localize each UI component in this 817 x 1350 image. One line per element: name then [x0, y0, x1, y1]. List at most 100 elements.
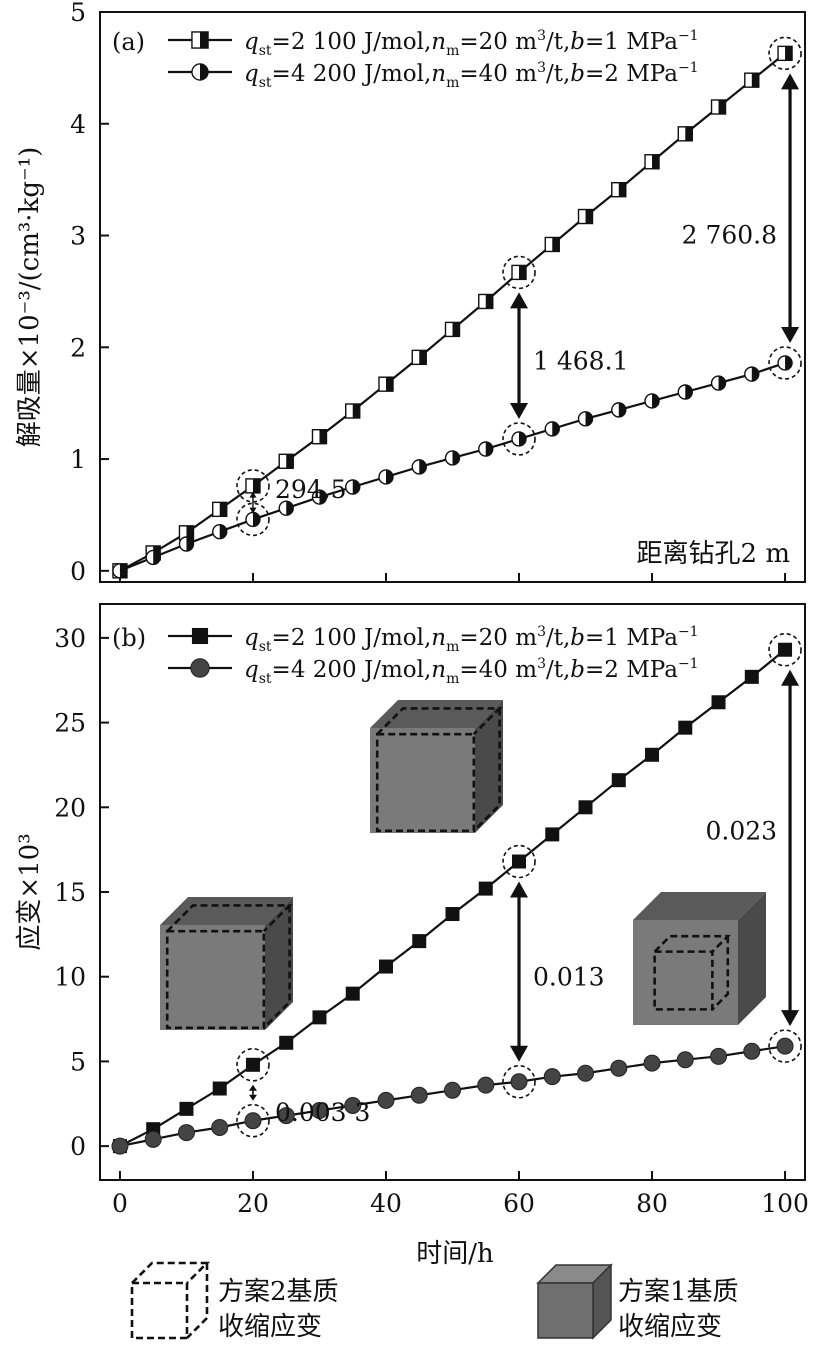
data-point-fill [186, 525, 194, 540]
panel-label-a: (a) [112, 28, 145, 56]
x-tick-label: 20 [237, 1189, 269, 1218]
data-point [577, 1064, 595, 1082]
data-point [711, 695, 726, 710]
data-point-fill [552, 421, 560, 436]
panel-a: 0 1 2 3 4 5 294.5 1 468.1 2 760.8 (a) qst=2 100… [15, 0, 806, 586]
legend-a: qst=2 100 J/mol,nm=20 m3/t,b=1 MPa−1qst=… [168, 28, 699, 91]
data-point-fill [186, 537, 194, 551]
data-point-fill [385, 469, 393, 484]
data-point [310, 1102, 328, 1120]
data-point-fill [618, 402, 626, 417]
difference-label: 2 760.8 [682, 220, 777, 249]
legend-entry-2: qst=4 200 J/mol,nm=40 m3/t,b=2 MPa−1 [244, 656, 699, 687]
y-tick-label: 0 [70, 1132, 86, 1161]
x-tick-label: 80 [636, 1189, 668, 1218]
dashed-legend-line1: 方案2基质 [218, 1277, 339, 1307]
cube-illustration-100h-dashed-side [711, 936, 730, 1011]
difference-label: 0.013 [533, 963, 605, 992]
data-point-fill [319, 429, 327, 444]
highlight-circle [768, 36, 802, 71]
highlight-circle [236, 1048, 270, 1082]
data-point [510, 1073, 528, 1091]
axis-ticks-b: 0 5 10 15 20 25 30 0 20 40 60 80 100 [54, 624, 809, 1218]
data-point [578, 800, 593, 815]
data-point [412, 934, 427, 949]
highlight-circle [502, 844, 536, 879]
data-point [743, 1042, 761, 1060]
cube-illustration-100h-side [738, 892, 766, 1025]
highlight-circle [236, 502, 270, 537]
y-tick-label: 0 [70, 557, 86, 586]
y-tick-label: 5 [70, 1047, 86, 1076]
data-point [244, 1112, 262, 1130]
x-tick-label: 40 [370, 1189, 402, 1218]
data-point [378, 959, 393, 974]
legend-entry-1: qst=2 100 J/mol,nm=20 m3/t,b=1 MPa−1 [244, 28, 699, 59]
cube-illustration-60h-front [370, 728, 475, 833]
data-point [345, 986, 360, 1001]
data-point-fill [286, 454, 294, 469]
data-point [512, 854, 527, 869]
data-point-fill [153, 550, 161, 565]
y-tick-label: 25 [54, 709, 86, 738]
legend-marker-fill [200, 31, 209, 49]
difference-label: 0.003 3 [275, 1098, 370, 1127]
data-point [177, 1124, 195, 1142]
arrow-head-down [248, 1094, 257, 1101]
x-tick-label: 100 [761, 1189, 809, 1218]
cube-illustration-20h-side [265, 897, 293, 1030]
data-point [778, 642, 793, 657]
highlight-circle [502, 255, 536, 290]
dashed-cube-icon [130, 1261, 211, 1340]
highlight-circle [236, 1103, 270, 1138]
bottom-legend: 方案2基质 收缩应变 方案1基质 收缩应变 [130, 1261, 739, 1342]
y-axis-label-b: 应变×10³ [15, 833, 45, 950]
data-point [211, 1118, 229, 1136]
data-point-fill [419, 459, 427, 474]
data-point-fill [718, 376, 726, 391]
highlight-circle [502, 1064, 536, 1099]
y-tick-label: 20 [54, 793, 86, 822]
cube-illustration-100h-dashed-top [653, 934, 731, 953]
data-point-fill [785, 46, 793, 61]
data-point [643, 1054, 661, 1072]
data-point [144, 1130, 162, 1148]
dashed-cube-top [131, 1261, 211, 1284]
data-point-fill [652, 393, 660, 408]
data-point-fill [452, 450, 460, 465]
data-point-fill [352, 404, 360, 418]
data-point [744, 669, 759, 684]
solid-legend-line1: 方案1基质 [618, 1277, 739, 1307]
y-tick-label: 4 [70, 110, 86, 139]
data-point-fill [252, 478, 260, 493]
y-tick-label: 15 [54, 878, 86, 907]
arrow-head-up [249, 491, 257, 498]
legend-entry-1: qst=2 100 J/mol,nm=20 m3/t,b=1 MPa−1 [244, 624, 699, 655]
highlight-circle [768, 346, 802, 380]
data-point-fill [219, 502, 227, 517]
data-point [610, 1059, 628, 1077]
data-point [676, 1051, 694, 1069]
data-point-fill [685, 385, 693, 399]
cube-illustration-60h-side [475, 700, 503, 833]
difference-label: 294.5 [275, 475, 347, 504]
plot-frame-a [99, 11, 806, 583]
data-point-fill [485, 294, 493, 309]
solid-cube-icon [536, 1263, 613, 1340]
cube-illustration-60h-top [370, 700, 503, 728]
dashed-legend-line2: 收缩应变 [218, 1312, 322, 1342]
arrow-head-up [781, 669, 800, 686]
data-point [312, 1010, 327, 1025]
cube-illustrations [160, 700, 766, 1030]
data-point [543, 1068, 561, 1086]
data-point-fill [685, 126, 693, 141]
cube-illustration-20h-dashed-front [165, 929, 266, 1030]
arrow-head-up [510, 881, 529, 898]
data-point-fill [585, 411, 593, 426]
data-point-fill [219, 524, 227, 539]
cube-illustration-20h-front [160, 925, 265, 1030]
data-point-fill [485, 442, 493, 456]
data-point [212, 1081, 227, 1096]
data-point [245, 1057, 260, 1072]
